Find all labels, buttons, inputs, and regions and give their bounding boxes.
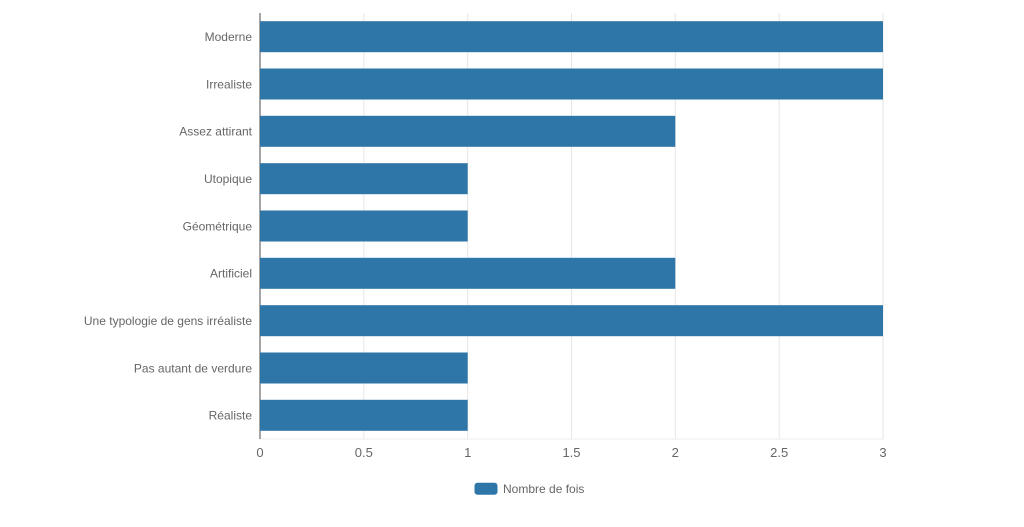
svg-text:0: 0 bbox=[256, 445, 263, 460]
svg-text:Une typologie de gens irréalis: Une typologie de gens irréaliste bbox=[84, 314, 252, 328]
svg-text:1: 1 bbox=[464, 445, 471, 460]
svg-text:Artificiel: Artificiel bbox=[210, 267, 252, 281]
svg-text:0.5: 0.5 bbox=[355, 445, 373, 460]
svg-text:2: 2 bbox=[672, 445, 679, 460]
svg-text:Assez attirant: Assez attirant bbox=[179, 125, 252, 139]
svg-text:Irrealiste: Irrealiste bbox=[206, 77, 252, 91]
svg-text:1.5: 1.5 bbox=[562, 445, 580, 460]
svg-text:Nombre de fois: Nombre de fois bbox=[503, 482, 584, 496]
svg-text:Réaliste: Réaliste bbox=[209, 409, 253, 423]
svg-text:Moderne: Moderne bbox=[205, 30, 253, 44]
svg-text:3: 3 bbox=[879, 445, 886, 460]
svg-text:Géométrique: Géométrique bbox=[183, 219, 253, 233]
svg-text:2.5: 2.5 bbox=[770, 445, 788, 460]
svg-text:Pas autant de verdure: Pas autant de verdure bbox=[134, 361, 252, 375]
svg-text:Utopique: Utopique bbox=[204, 172, 252, 186]
